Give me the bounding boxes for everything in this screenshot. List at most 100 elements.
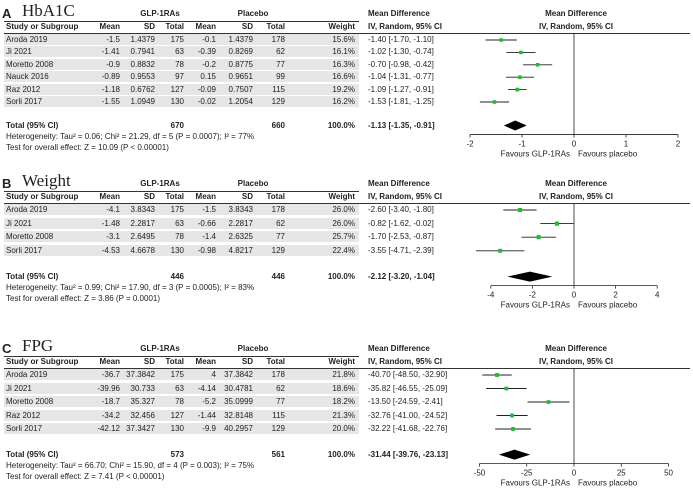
study-ci: -32.22 [-41.68, -22.76] [368,424,448,433]
total-group2-n: 561 [271,449,285,459]
group2-mean: 0.15 [200,72,216,82]
row-highlight [4,396,359,407]
x-tick-label: 50 [664,469,673,478]
plot-ci-header: IV, Random, 95% CI [539,192,613,201]
overall-effect-text: Test for overall effect: Z = 10.09 (P < … [6,142,169,152]
study-name: Moretto 2008 [6,232,54,242]
group2-mean: -1.4 [202,232,216,242]
weight-column-header: Weight [328,192,355,201]
ci-column-header: IV, Random, 95% CI [368,22,442,31]
group2-total: 178 [271,370,285,379]
group2-mean: -1.5 [202,205,216,214]
study-weight: 21.3% [332,410,355,420]
study-point [498,248,503,253]
group2-mean: -1.44 [197,410,216,420]
plot-mean-difference-header: Mean Difference [545,9,607,18]
group2-mean: 4 [211,370,216,379]
group1-total: 63 [175,218,184,228]
group1-total: 97 [175,72,184,82]
study-name: Raz 2012 [6,84,41,94]
study-weight: 18.6% [332,383,355,393]
group2-total: 115 [272,84,285,94]
group2-sd: 0.7507 [228,84,253,94]
study-name: Aroda 2019 [6,205,48,214]
study-weight: 16.6% [332,72,355,82]
x-tick-label: -2 [466,140,474,149]
study-point [504,386,509,391]
group1-sd: 3.8343 [130,205,155,214]
heterogeneity-text: Heterogeneity: Tau² = 0.06; Chi² = 21.29… [6,131,255,141]
study-ci: -0.82 [-1.62, -0.02] [368,218,434,228]
study-name: Moretto 2008 [6,397,54,406]
study-name: Sorli 2017 [6,97,43,106]
forest-panel-c: C FPG GLP-1RAs Placebo Mean Difference Mean D… [0,335,693,500]
group1-sd: 37.3427 [126,424,155,433]
group1-sd: 1.0949 [130,97,155,106]
row-highlight [4,409,359,421]
header-bottom-rule [4,203,690,204]
study-point [519,50,523,55]
group2-total: 129 [271,97,285,106]
x-tick-label: 1 [624,140,629,149]
study-ci: -1.40 [-1.70, -1.10] [368,35,434,44]
group1-total: 78 [175,232,184,242]
group2-header: Placebo [237,344,269,353]
row-highlight [4,231,359,243]
group1-total: 127 [170,410,184,420]
group1-mean: -1.48 [101,218,120,228]
favours-left-label: Favours GLP-1RAs [501,150,570,159]
group1-mean: -18.7 [101,397,120,406]
study-ci: -35.82 [-46.55, -25.09] [368,383,448,393]
overall-effect-text: Test for overall effect: Z = 7.41 (P < 0… [6,471,165,481]
group1-sd: 0.7941 [130,47,155,57]
mean-column-header: Mean [195,22,216,31]
group1-mean: -42.12 [97,424,120,433]
sd-column-header: SD [143,22,155,31]
group2-sd: 4.8217 [228,245,253,255]
row-highlight [4,96,359,107]
study-column-header: Study or Subgroup [6,22,79,31]
study-weight: 26.0% [332,218,355,228]
study-ci: -32.76 [-41.00, -24.52] [368,410,448,420]
panel-label: C [2,341,12,356]
group1-mean: -0.9 [106,59,120,69]
x-tick-label: 2 [613,291,618,300]
total-label: Total (95% CI) [6,271,59,281]
study-ci: -13.50 [-24.59, -2.41] [368,397,443,406]
group1-total: 63 [175,47,184,57]
row-highlight [4,204,359,215]
total-ci: -31.44 [-39.76, -23.13] [368,449,449,459]
study-weight: 21.8% [332,370,355,379]
x-tick-label: 25 [617,469,626,478]
group2-total: 62 [276,47,285,57]
study-name: Ji 2021 [6,383,32,393]
group2-sd: 0.8269 [228,47,253,57]
study-name: Sorli 2017 [6,424,43,433]
group1-sd: 37.3842 [126,370,155,379]
study-point [535,63,540,67]
study-ci: -1.02 [-1.30, -0.74] [368,47,434,57]
group1-sd: 0.8832 [130,59,155,69]
sd-column-header: SD [241,22,253,31]
group1-mean: -0.89 [101,72,120,82]
study-name: Ji 2021 [6,218,32,228]
total-weight: 100.0% [327,120,355,130]
study-weight: 16.1% [332,47,355,57]
study-ci: -1.09 [-1.27, -0.91] [368,84,434,94]
study-weight: 18.2% [332,397,355,406]
study-ci: -3.55 [-4.71, -2.39] [368,245,434,255]
study-weight: 15.6% [332,35,355,44]
panel-title: HbA1C [22,1,75,20]
panel-title: Weight [22,171,71,190]
group1-total: 63 [175,383,184,393]
study-point [515,87,520,92]
pooled-diamond [507,271,553,282]
panel-label: B [2,176,12,191]
x-tick-label: 0 [572,140,577,149]
group2-mean: -0.2 [202,59,216,69]
group1-mean: -1.18 [101,84,120,94]
group1-mean: -1.55 [101,97,120,106]
x-tick-label: 2 [676,140,681,149]
favours-left-label: Favours GLP-1RAs [501,479,570,488]
row-highlight [4,46,359,58]
